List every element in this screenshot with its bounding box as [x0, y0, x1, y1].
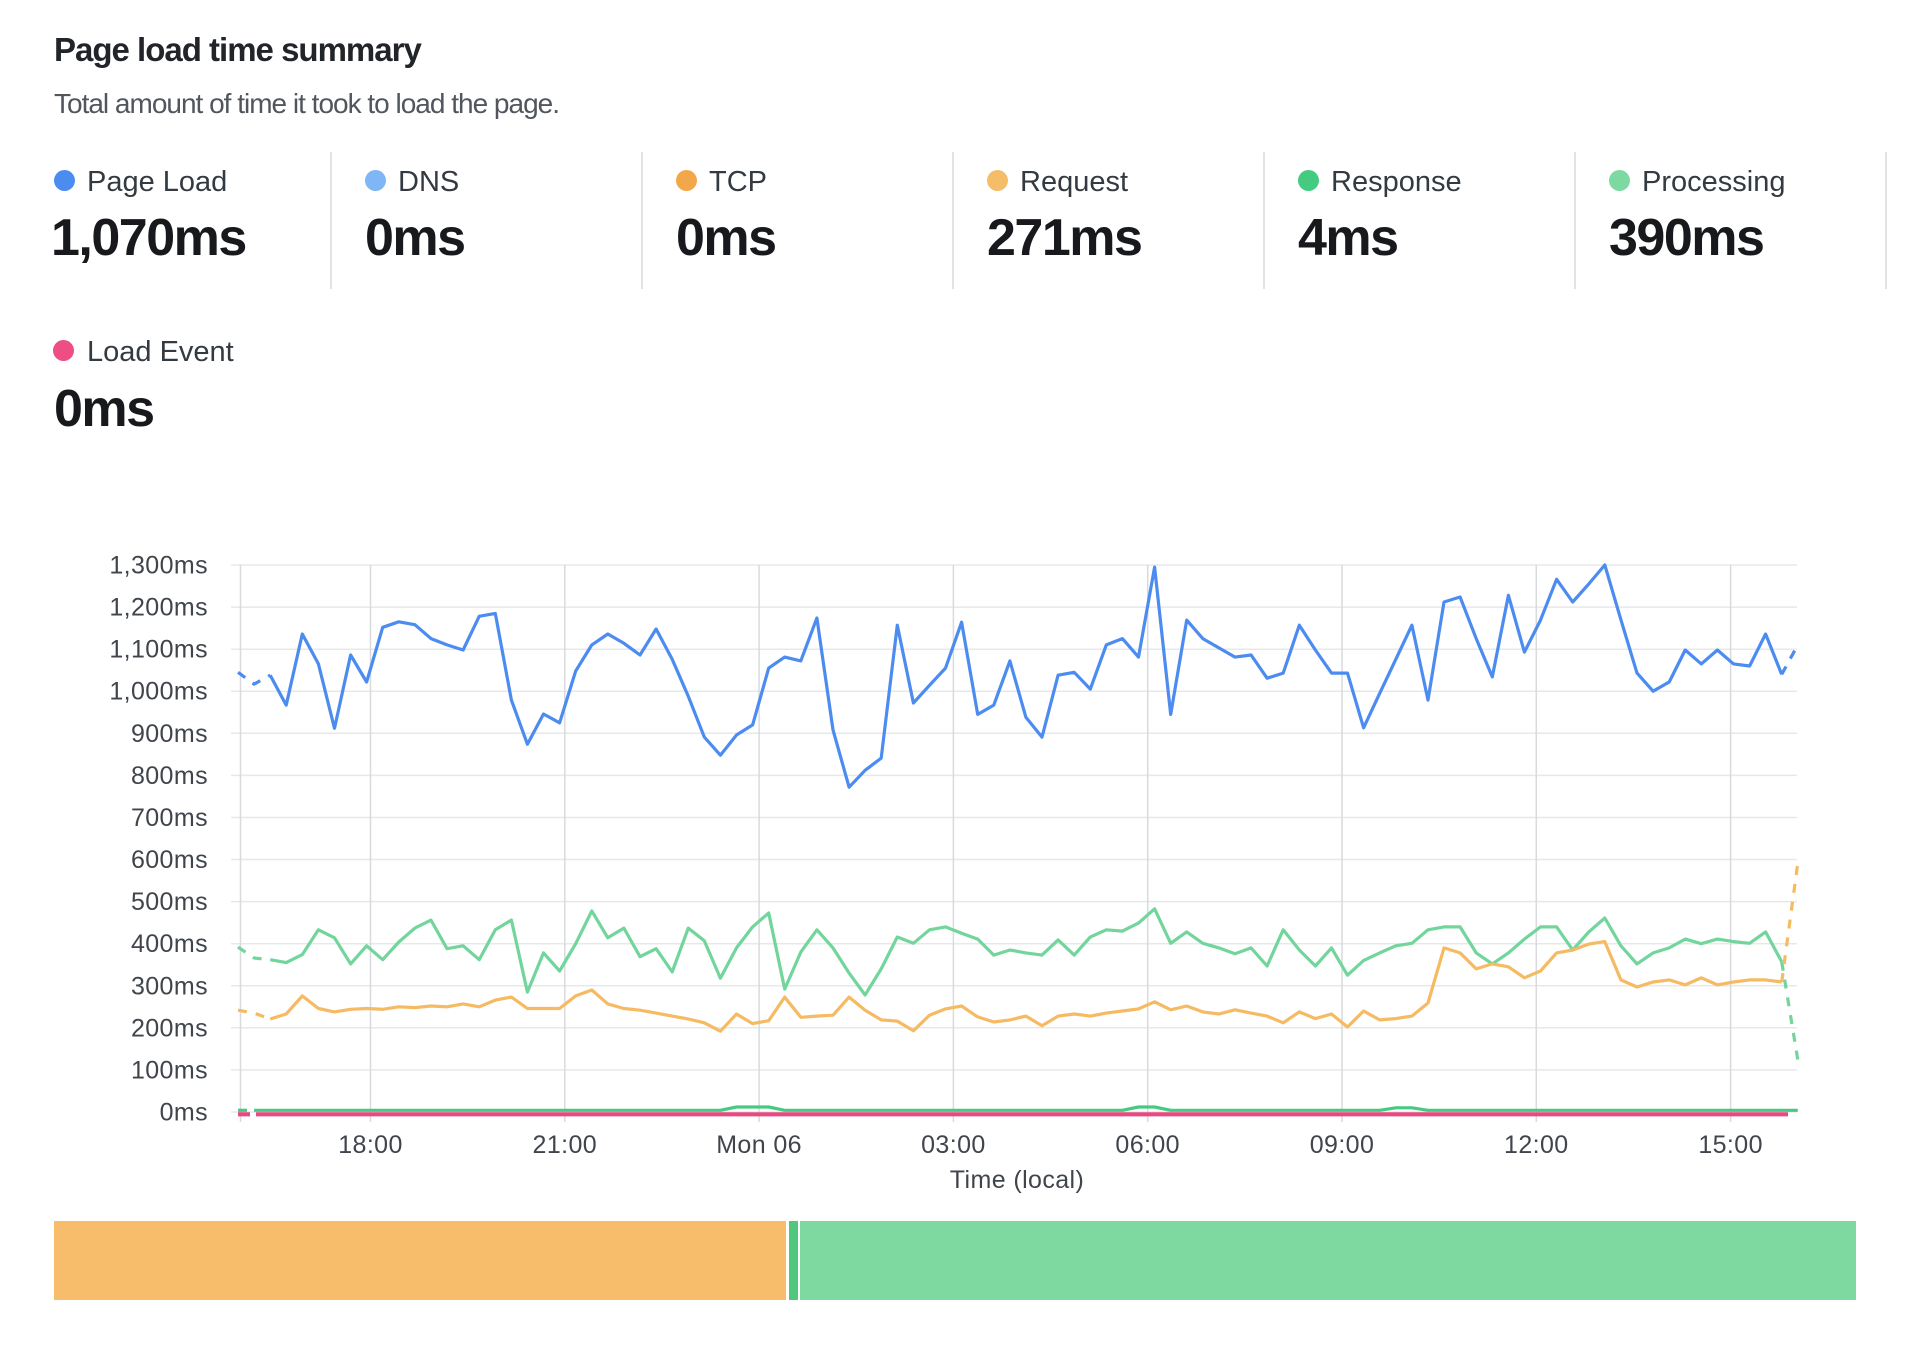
svg-text:1,000ms: 1,000ms — [109, 678, 208, 706]
svg-text:03:00: 03:00 — [921, 1131, 986, 1159]
svg-text:200ms: 200ms — [131, 1014, 208, 1042]
svg-text:100ms: 100ms — [131, 1056, 208, 1084]
svg-text:1,100ms: 1,100ms — [109, 636, 208, 664]
svg-text:1,200ms: 1,200ms — [109, 594, 208, 622]
svg-text:1,300ms: 1,300ms — [109, 552, 208, 580]
svg-text:09:00: 09:00 — [1310, 1131, 1375, 1159]
svg-text:15:00: 15:00 — [1698, 1131, 1763, 1159]
svg-text:400ms: 400ms — [131, 930, 208, 958]
svg-text:700ms: 700ms — [131, 804, 208, 832]
svg-text:06:00: 06:00 — [1115, 1131, 1180, 1159]
svg-text:18:00: 18:00 — [338, 1131, 403, 1159]
svg-text:300ms: 300ms — [131, 972, 208, 1000]
svg-text:Mon 06: Mon 06 — [716, 1131, 802, 1159]
svg-text:21:00: 21:00 — [533, 1131, 598, 1159]
svg-text:600ms: 600ms — [131, 846, 208, 874]
svg-text:900ms: 900ms — [131, 720, 208, 748]
svg-text:800ms: 800ms — [131, 762, 208, 790]
svg-text:Time (local): Time (local) — [950, 1166, 1084, 1194]
svg-text:12:00: 12:00 — [1504, 1131, 1569, 1159]
svg-text:500ms: 500ms — [131, 888, 208, 916]
svg-text:0ms: 0ms — [160, 1099, 208, 1127]
